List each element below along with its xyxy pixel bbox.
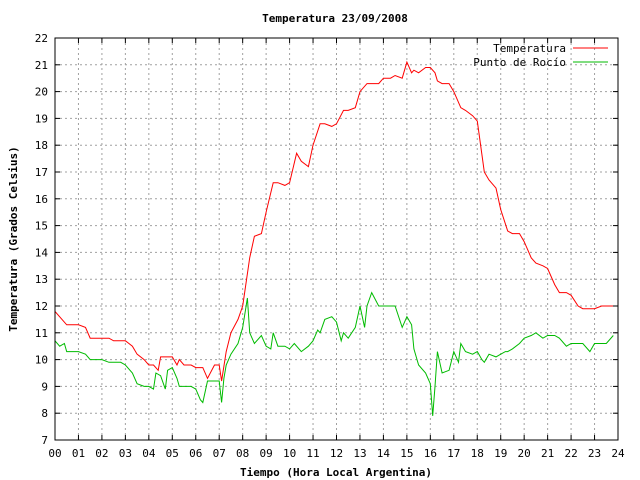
x-tick-label: 19: [494, 447, 507, 460]
y-tick-label: 19: [35, 112, 48, 125]
x-tick-label: 14: [377, 447, 391, 460]
x-tick-label: 11: [306, 447, 319, 460]
x-tick-label: 01: [72, 447, 85, 460]
x-tick-label: 10: [283, 447, 296, 460]
x-tick-label: 03: [119, 447, 132, 460]
x-tick-label: 22: [564, 447, 577, 460]
x-tick-label: 18: [471, 447, 484, 460]
series-line-1: [54, 60, 614, 382]
axis-ticks: 7 8 9 10 11 12 13 14 15 16 17 18 19 20 21 22 00 01 02 03 04 0…: [35, 32, 625, 460]
y-tick-label: 7: [41, 434, 48, 447]
y-tick-label: 21: [35, 59, 48, 72]
y-tick-label: 15: [35, 220, 48, 233]
y-tick-label: 17: [35, 166, 48, 179]
x-tick-label: 21: [541, 447, 554, 460]
series-lines: [54, 60, 614, 416]
x-tick-label: 16: [424, 447, 437, 460]
x-tick-label: 15: [400, 447, 413, 460]
x-tick-label: 08: [236, 447, 249, 460]
x-tick-label: 20: [518, 447, 531, 460]
y-tick-label: 14: [35, 246, 49, 259]
legend-label: Temperatura: [493, 42, 566, 55]
y-tick-label: 11: [35, 327, 48, 340]
x-axis-label: Tiempo (Hora Local Argentina): [240, 466, 432, 479]
y-tick-label: 16: [35, 193, 48, 206]
legend-label: Punto de Rocío: [473, 56, 566, 69]
x-tick-label: 09: [260, 447, 273, 460]
y-tick-label: 12: [35, 300, 48, 313]
x-tick-label: 06: [189, 447, 202, 460]
x-tick-label: 13: [353, 447, 366, 460]
x-tick-label: 00: [48, 447, 61, 460]
y-tick-label: 20: [35, 86, 48, 99]
y-tick-label: 22: [35, 32, 48, 45]
chart-title: Temperatura 23/09/2008: [262, 12, 408, 25]
x-tick-label: 23: [588, 447, 601, 460]
x-tick-label: 07: [213, 447, 226, 460]
grid-lines: [55, 38, 618, 440]
y-tick-label: 13: [35, 273, 48, 286]
x-tick-label: 12: [330, 447, 343, 460]
y-tick-label: 18: [35, 139, 48, 152]
y-tick-label: 8: [41, 407, 48, 420]
x-tick-label: 04: [142, 447, 156, 460]
x-tick-label: 24: [611, 447, 625, 460]
y-tick-label: 10: [35, 354, 48, 367]
x-tick-label: 17: [447, 447, 460, 460]
x-tick-label: 05: [166, 447, 179, 460]
y-axis-label: Temperatura (Grados Celsius): [7, 146, 20, 331]
x-tick-label: 02: [95, 447, 108, 460]
y-tick-label: 9: [41, 380, 48, 393]
series-line-2: [54, 291, 614, 416]
